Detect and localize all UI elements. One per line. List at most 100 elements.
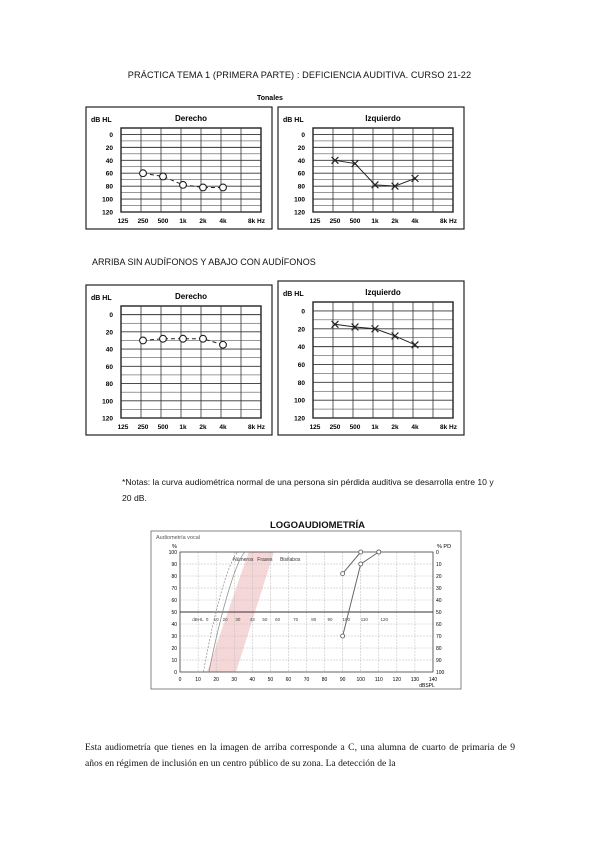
y-tick-label: 120 — [102, 416, 113, 423]
x-tick-label: 2k — [391, 218, 399, 225]
x-tick-label: 1k — [371, 218, 379, 225]
x-tick-label: 125 — [118, 218, 129, 225]
y-tick-label: 120 — [294, 210, 305, 217]
y-right-tick: 90 — [436, 658, 442, 664]
db-hl-label: dB HL — [91, 117, 112, 124]
x-tick-label: 4k — [219, 424, 227, 431]
x-tick-label: 2k — [391, 424, 399, 431]
y-tick-label: 20 — [298, 145, 306, 152]
hz-label: 8k Hz — [248, 424, 266, 431]
x-tick-label: 4k — [411, 424, 419, 431]
dbhl-label: dBHL — [192, 617, 204, 622]
x-tick-label: 125 — [118, 424, 129, 431]
x-tick: 120 — [393, 677, 402, 683]
left-ear-marker — [371, 181, 379, 189]
right-ear-marker — [179, 334, 187, 343]
panel-frame — [277, 280, 465, 436]
x-tick-label: 1k — [179, 218, 187, 225]
x-tick: 10 — [195, 677, 201, 683]
right-ear-marker — [219, 340, 227, 349]
left-ear-marker — [331, 320, 339, 329]
y-tick-label: 0 — [301, 308, 305, 315]
x-tick: 90 — [340, 677, 346, 683]
y-tick-label: 40 — [106, 347, 114, 354]
speech-audiometry-title: LOGOAUDIOMETRÍA — [270, 520, 365, 531]
left-ear-marker — [351, 323, 359, 331]
left-ear-marker — [331, 156, 339, 165]
panel-frame — [85, 284, 273, 436]
x-tick-label: 500 — [350, 424, 361, 431]
x-tick-label: 1k — [179, 424, 187, 431]
dbhl-tick: 0 — [206, 617, 209, 622]
x-tick: 60 — [286, 677, 292, 683]
curve-label: Frases — [257, 557, 273, 563]
y-right-tick: 40 — [436, 598, 442, 604]
left-ear-marker — [411, 341, 419, 349]
y-left-tick: 40 — [171, 622, 177, 628]
y-tick-label: 100 — [294, 398, 305, 405]
y-left-tick: 60 — [171, 598, 177, 604]
y-tick-label: 60 — [298, 171, 306, 178]
x-tick-label: 4k — [219, 218, 227, 225]
x-tick: 50 — [268, 677, 274, 683]
x-tick: 40 — [250, 677, 256, 683]
panel-frame — [277, 106, 465, 230]
audiogram-without-hearing-aids: Tonales dB HL Derecho 0 20 40 60 80 100 120 125 25… — [85, 95, 465, 230]
y-tick-label: 0 — [109, 312, 113, 319]
dbhl-tick: 20 — [223, 617, 229, 622]
y-right-tick: 60 — [436, 622, 442, 628]
y-left-tick: 20 — [171, 646, 177, 652]
y-right-tick: 10 — [436, 562, 442, 568]
x-tick: 70 — [304, 677, 310, 683]
patient-point — [358, 549, 364, 555]
y-left-tick: 30 — [171, 634, 177, 640]
y-left-tick: 90 — [171, 562, 177, 568]
panel-title: Izquierdo — [365, 288, 401, 297]
y-tick-label: 20 — [298, 326, 306, 333]
left-ear-marker — [391, 332, 399, 340]
page-title: PRÁCTICA TEMA 1 (PRIMERA PARTE) : DEFICI… — [127, 70, 472, 80]
x-tick: 130 — [411, 677, 420, 683]
hearing-aids-caption: ARRIBA SIN AUDÍFONOS Y ABAJO CON AUDÍFON… — [92, 257, 316, 267]
curve-label: Números — [233, 557, 254, 563]
panel-title: Derecho — [175, 292, 207, 301]
dbhl-tick: 30 — [235, 617, 241, 622]
y-unit-label: % — [172, 544, 177, 550]
panel-title: Derecho — [175, 114, 207, 123]
logo-frame — [150, 530, 462, 690]
x-tick: 30 — [231, 677, 237, 683]
y-right-tick: 0 — [436, 550, 439, 556]
x-tick-label: 250 — [138, 218, 149, 225]
y-left-tick: 70 — [171, 586, 177, 592]
x-tick-label: 125 — [310, 424, 321, 431]
x-tick-label: 4k — [411, 218, 419, 225]
y-tick-label: 120 — [294, 416, 305, 423]
patient-point — [376, 549, 382, 555]
panel-title: Izquierdo — [365, 114, 401, 123]
left-ear-marker — [411, 174, 419, 183]
dbhl-tick: 90 — [327, 617, 333, 622]
y-tick-label: 60 — [298, 362, 306, 369]
y-tick-label: 60 — [106, 364, 114, 371]
db-hl-label: dB HL — [283, 117, 304, 124]
y-tick-label: 80 — [106, 184, 114, 191]
right-ear-marker — [199, 183, 207, 192]
left-ear-marker — [391, 182, 399, 190]
x-unit-label: dBSPL — [419, 683, 435, 689]
patient-point — [358, 561, 364, 567]
reference-curve — [203, 551, 239, 673]
y-tick-label: 0 — [109, 132, 113, 139]
y-tick-label: 100 — [102, 197, 113, 204]
y-right-tick: 20 — [436, 574, 442, 580]
reference-curve — [208, 551, 246, 673]
x-tick-label: 500 — [158, 218, 169, 225]
curve-label: Bisílabos — [280, 557, 301, 563]
x-tick-label: 500 — [158, 424, 169, 431]
right-ear-marker — [139, 169, 147, 178]
y-right-tick: 70 — [436, 634, 442, 640]
y-right-tick: 80 — [436, 646, 442, 652]
dbhl-tick: 60 — [275, 617, 281, 622]
dbhl-tick: 110 — [361, 617, 369, 622]
y-left-tick: 50 — [171, 610, 177, 616]
x-tick: 0 — [179, 677, 182, 683]
